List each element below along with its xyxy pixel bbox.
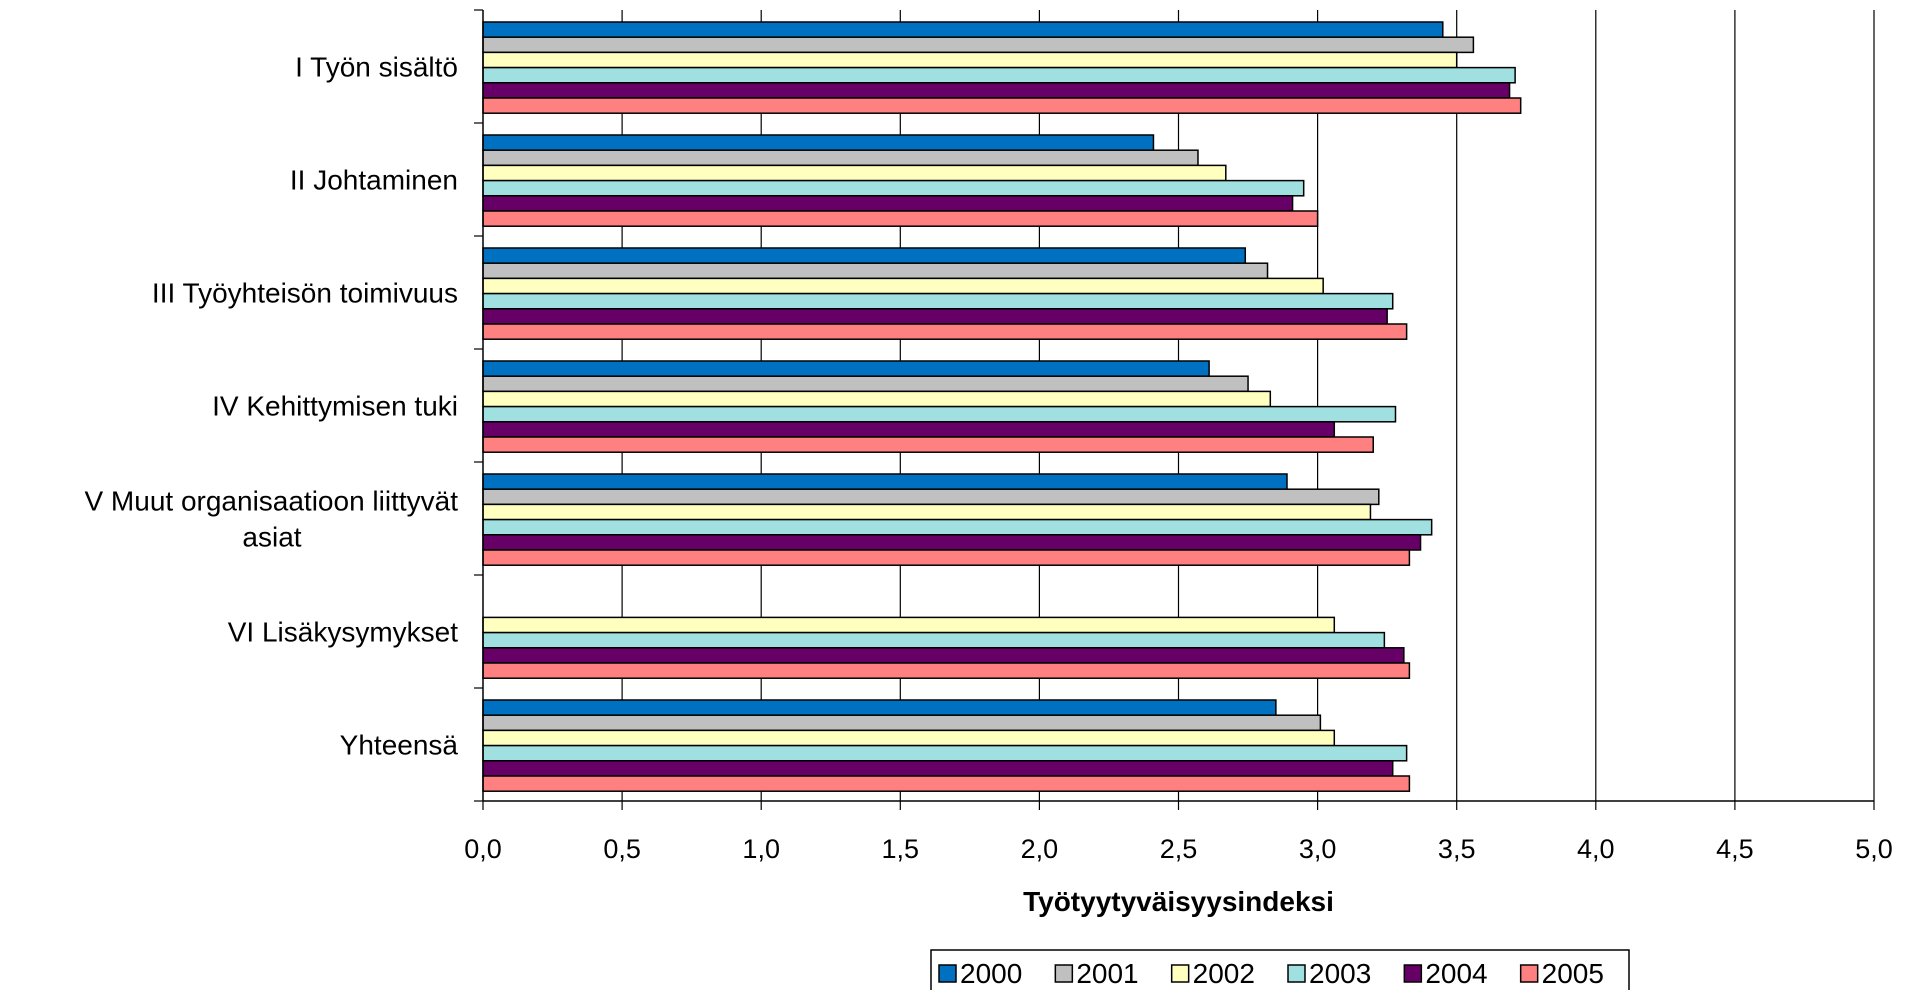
bar-2000 bbox=[482, 699, 1277, 716]
x-tick-label: 3,5 bbox=[1438, 834, 1476, 864]
bar-2000 bbox=[482, 21, 1444, 38]
bar-2002 bbox=[482, 51, 1458, 69]
category-label: I Työn sisältö bbox=[295, 52, 458, 83]
category-label: Yhteensä bbox=[340, 730, 459, 761]
bar-2004 bbox=[482, 195, 1294, 212]
bar-2004 bbox=[482, 421, 1336, 438]
legend-label-2005: 2005 bbox=[1542, 958, 1604, 989]
legend-box bbox=[930, 949, 1630, 990]
bar-2005 bbox=[482, 436, 1374, 453]
category-label: III Työyhteisön toimivuus bbox=[152, 278, 458, 309]
bar-2000 bbox=[482, 473, 1288, 490]
bar-2005 bbox=[482, 775, 1411, 792]
legend-label-2000: 2000 bbox=[960, 958, 1022, 989]
bar-2001 bbox=[482, 36, 1475, 54]
bar-2005 bbox=[482, 97, 1522, 114]
category-label: II Johtaminen bbox=[290, 165, 458, 196]
category-labels: I Työn sisältö II Johtaminen III Työyhteis… bbox=[84, 52, 458, 761]
bar-2000 bbox=[482, 247, 1247, 264]
bar-2005 bbox=[482, 210, 1319, 227]
bar-2001 bbox=[482, 488, 1380, 506]
bar-2003 bbox=[482, 744, 1408, 762]
x-tick-label: 3,0 bbox=[1299, 834, 1337, 864]
x-tick-label: 1,5 bbox=[882, 834, 920, 864]
x-axis-title: Työtyytyväisyysindeksi bbox=[1023, 886, 1334, 917]
bar-2004 bbox=[482, 534, 1422, 551]
legend: 2000 2001 2002 2003 2004 2005 bbox=[930, 949, 1630, 990]
bar-2004 bbox=[482, 308, 1388, 325]
bar-2002 bbox=[482, 390, 1272, 408]
bar-2005 bbox=[482, 549, 1411, 566]
bar-2001 bbox=[482, 714, 1322, 732]
bar-2002 bbox=[482, 503, 1372, 521]
legend-swatch-2002 bbox=[1170, 964, 1190, 983]
bar-2003 bbox=[482, 66, 1516, 84]
x-tick-label: 2,5 bbox=[1160, 834, 1198, 864]
x-tick-label: 0,0 bbox=[464, 834, 502, 864]
legend-swatch-2003 bbox=[1287, 964, 1306, 983]
bar-2005 bbox=[482, 323, 1408, 340]
legend-label-2002: 2002 bbox=[1193, 958, 1255, 989]
category-label: V Muut organisaatioon liittyvät asiat bbox=[84, 486, 458, 553]
legend-swatch-2000 bbox=[938, 964, 957, 983]
bar-2000 bbox=[482, 360, 1210, 377]
x-tick-label: 0,5 bbox=[603, 834, 641, 864]
bar-2001 bbox=[482, 262, 1269, 280]
bars bbox=[482, 21, 1522, 792]
bar-2003 bbox=[482, 179, 1305, 197]
bar-2004 bbox=[482, 82, 1511, 99]
bar-2002 bbox=[482, 164, 1227, 182]
bar-2005 bbox=[482, 662, 1411, 679]
bar-2004 bbox=[482, 760, 1394, 777]
legend-label-2001: 2001 bbox=[1076, 958, 1138, 989]
x-tick-labels: 0,0 0,5 1,0 1,5 2,0 2,5 3,0 3,5 4,0 4,5 5,0 bbox=[464, 834, 1893, 864]
legend-swatch-2001 bbox=[1054, 964, 1074, 983]
bar-2001 bbox=[482, 375, 1249, 393]
bar-2002 bbox=[482, 616, 1336, 634]
bar-2003 bbox=[482, 631, 1386, 649]
legend-swatch-2004 bbox=[1403, 964, 1423, 983]
bar-2001 bbox=[482, 149, 1199, 167]
axes bbox=[474, 9, 1875, 810]
category-label: VI Lisäkysymykset bbox=[228, 617, 458, 648]
bar-2003 bbox=[482, 405, 1397, 423]
x-tick-label: 1,0 bbox=[742, 834, 780, 864]
bar-2002 bbox=[482, 729, 1336, 747]
legend-label-2004: 2004 bbox=[1425, 958, 1487, 989]
x-tick-label: 2,0 bbox=[1021, 834, 1059, 864]
x-tick-label: 4,5 bbox=[1716, 834, 1754, 864]
bar-2000 bbox=[482, 134, 1155, 151]
legend-label-2003: 2003 bbox=[1309, 958, 1371, 989]
legend-swatch-2005 bbox=[1519, 964, 1539, 983]
bar-2003 bbox=[482, 292, 1394, 310]
bar-2004 bbox=[482, 647, 1405, 664]
category-label: IV Kehittymisen tuki bbox=[212, 391, 458, 422]
bar-2002 bbox=[482, 277, 1324, 295]
x-tick-label: 5,0 bbox=[1855, 834, 1893, 864]
bar-2003 bbox=[482, 518, 1433, 536]
x-tick-label: 4,0 bbox=[1577, 834, 1615, 864]
